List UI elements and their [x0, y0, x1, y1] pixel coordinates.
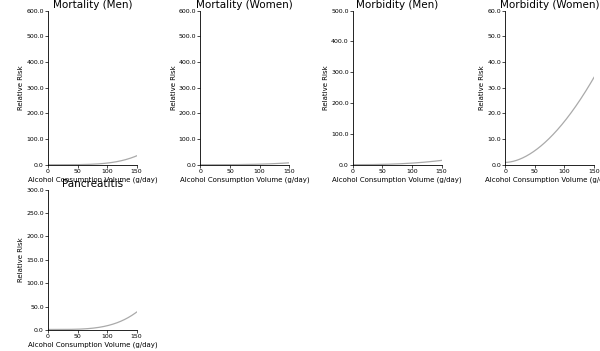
Y-axis label: Relative Risk: Relative Risk [18, 237, 24, 282]
Y-axis label: Relative Risk: Relative Risk [479, 65, 485, 110]
Title: Liver cirrhosis
Mortality (Women): Liver cirrhosis Mortality (Women) [196, 0, 293, 10]
Y-axis label: Relative Risk: Relative Risk [323, 65, 329, 110]
Title: Liver cirrhosis
Morbidity (Men): Liver cirrhosis Morbidity (Men) [356, 0, 439, 10]
Title: Liver cirrhosis
Morbidity (Women): Liver cirrhosis Morbidity (Women) [500, 0, 599, 10]
Title: Liver cirrhosis
Mortality (Men): Liver cirrhosis Mortality (Men) [53, 0, 132, 10]
X-axis label: Alcohol Consumption Volume (g/day): Alcohol Consumption Volume (g/day) [485, 176, 600, 183]
Title: Pancreatitis: Pancreatitis [62, 179, 123, 189]
Y-axis label: Relative Risk: Relative Risk [170, 65, 176, 110]
Y-axis label: Relative Risk: Relative Risk [18, 65, 24, 110]
X-axis label: Alcohol Consumption Volume (g/day): Alcohol Consumption Volume (g/day) [180, 176, 310, 183]
X-axis label: Alcohol Consumption Volume (g/day): Alcohol Consumption Volume (g/day) [332, 176, 462, 183]
X-axis label: Alcohol Consumption Volume (g/day): Alcohol Consumption Volume (g/day) [28, 176, 157, 183]
X-axis label: Alcohol Consumption Volume (g/day): Alcohol Consumption Volume (g/day) [28, 341, 157, 348]
